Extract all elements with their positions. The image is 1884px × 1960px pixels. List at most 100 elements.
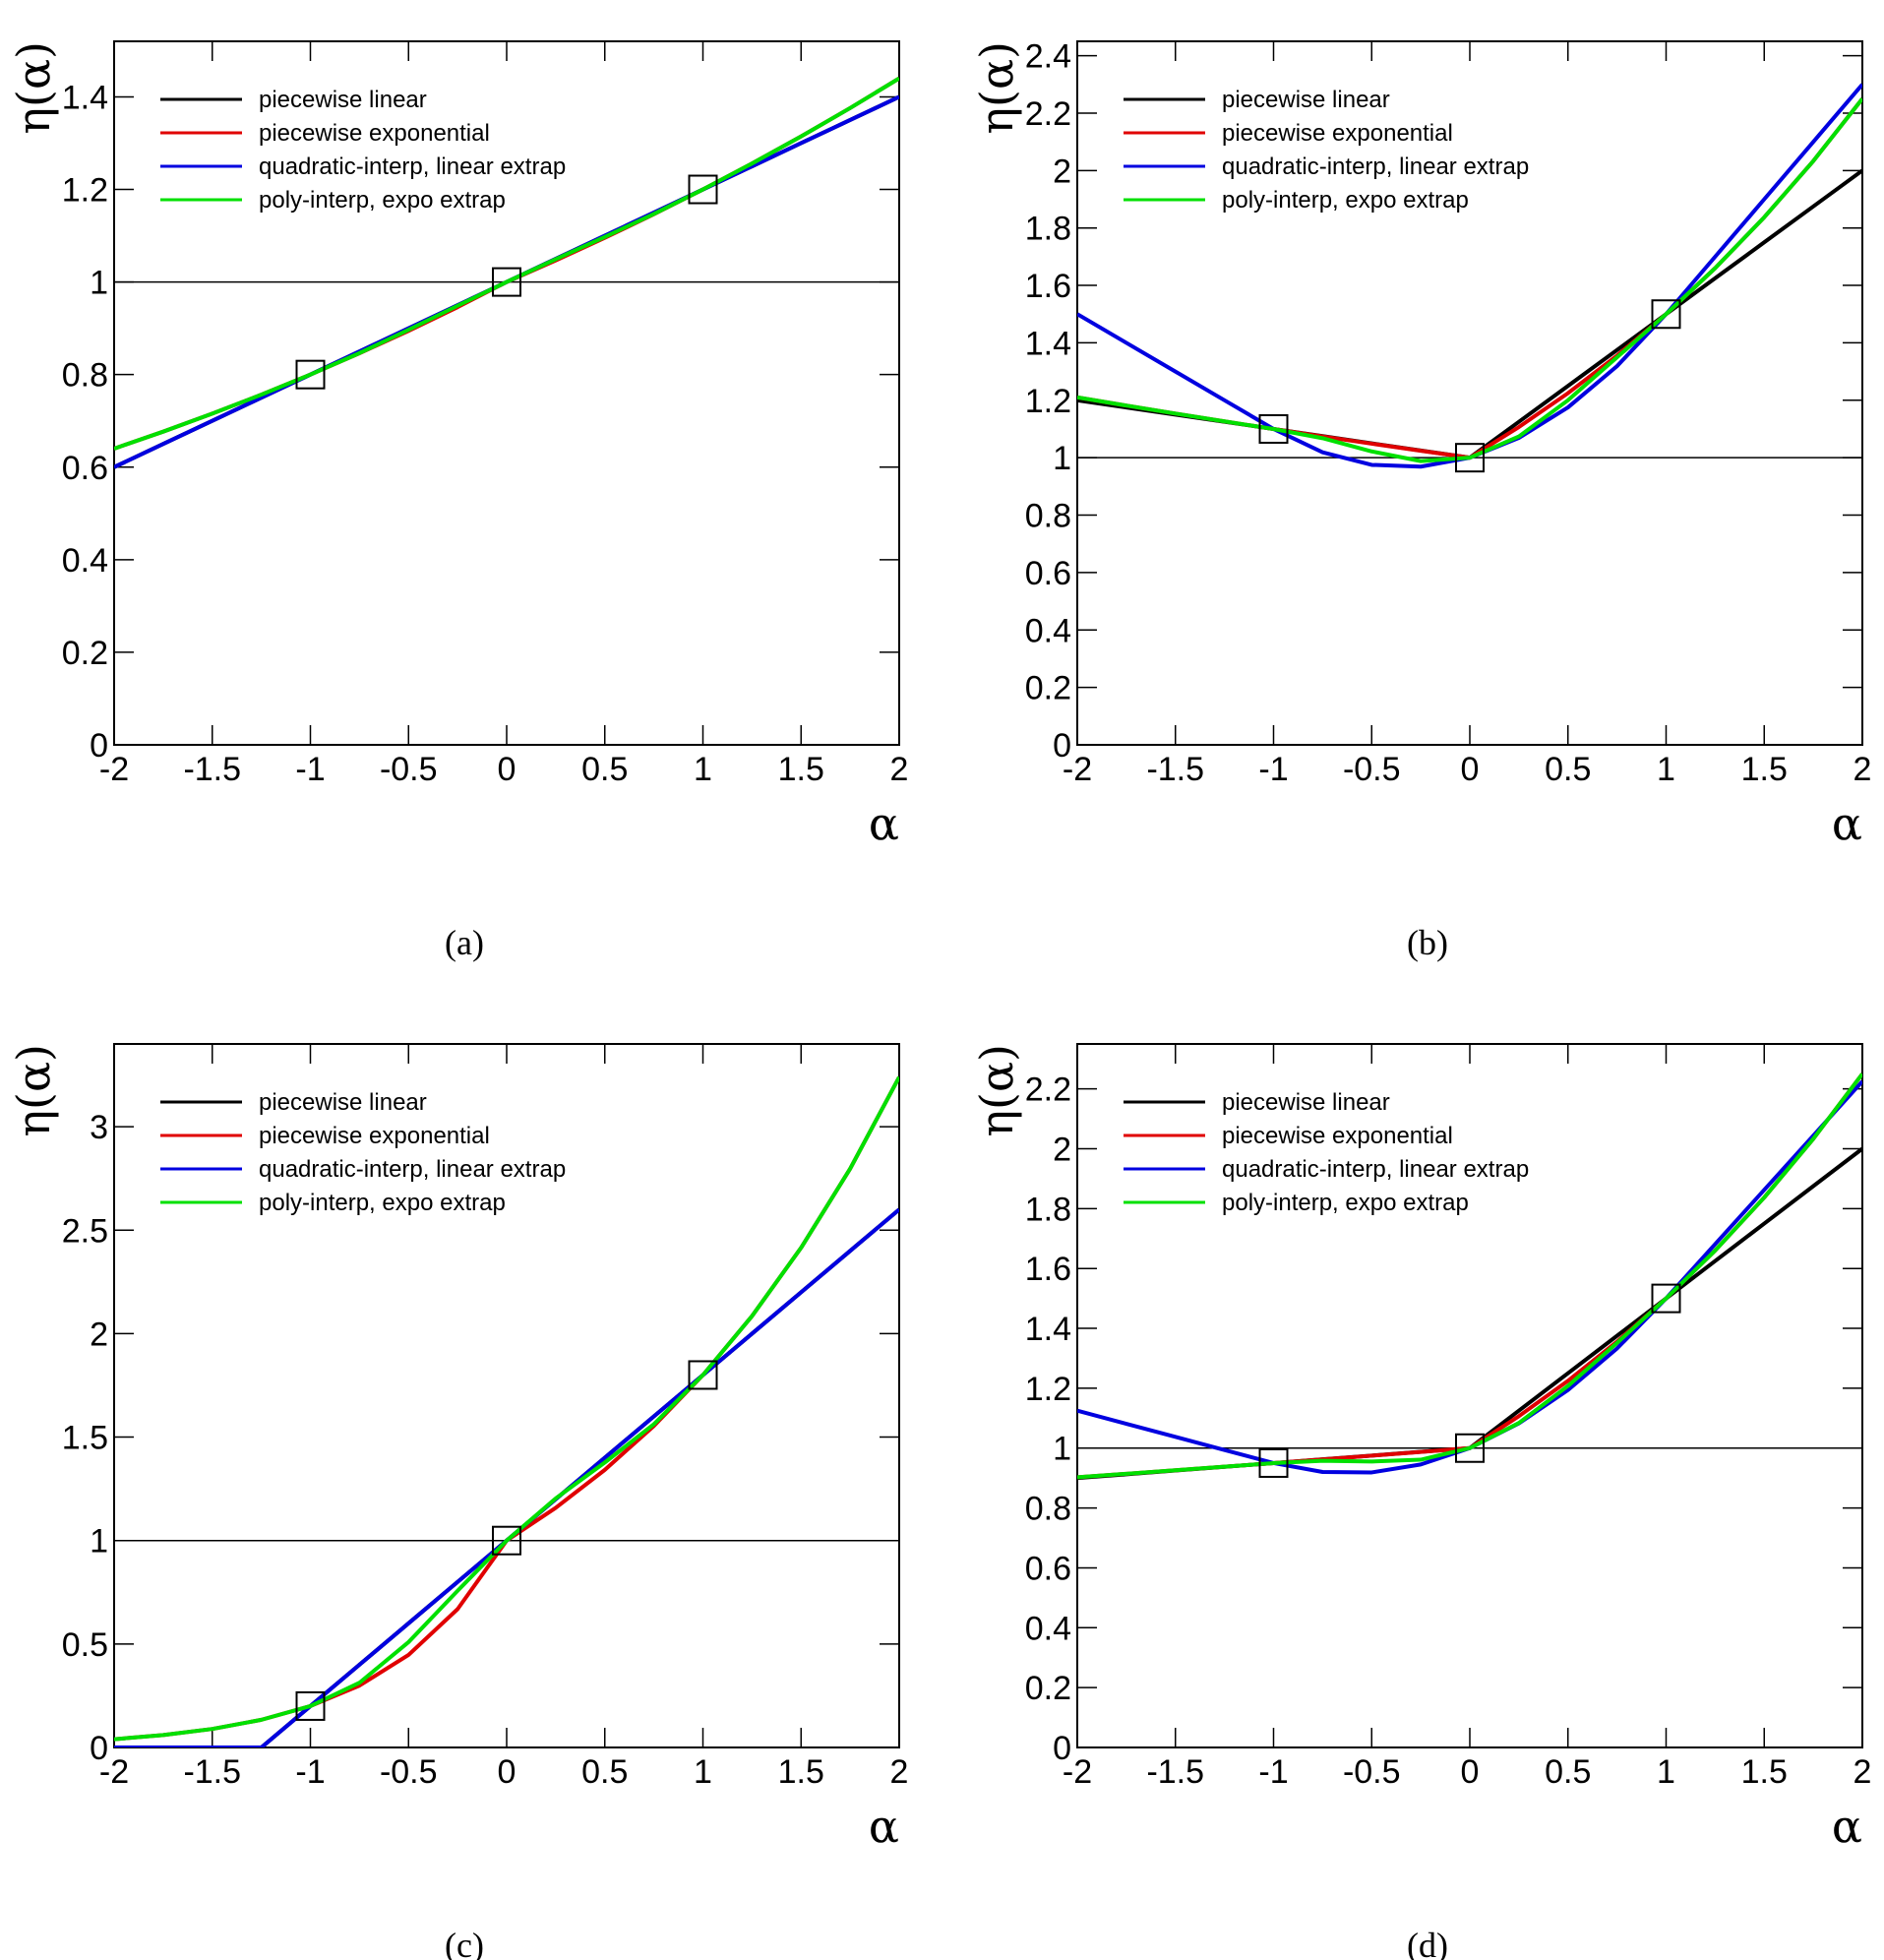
y-tick-label: 0.4 bbox=[1025, 612, 1071, 649]
x-tick-label: 0 bbox=[498, 1753, 517, 1791]
anchor-point bbox=[492, 267, 521, 297]
y-tick-label: 0.6 bbox=[1025, 1550, 1071, 1587]
y-tick-label: 0.2 bbox=[1025, 670, 1071, 707]
x-axis-title: α bbox=[1832, 1800, 1862, 1853]
x-axis-title: α bbox=[869, 1800, 899, 1853]
x-tick-label: -1.5 bbox=[183, 751, 241, 788]
legend-label: poly-interp, expo extrap bbox=[259, 1190, 506, 1216]
series-line bbox=[1077, 1079, 1862, 1475]
y-tick-label: 1.8 bbox=[1025, 211, 1071, 248]
x-tick-label: -1 bbox=[1258, 1753, 1288, 1791]
y-tick-label: 1.4 bbox=[1025, 1311, 1071, 1348]
series-line bbox=[1077, 1146, 1862, 1481]
anchor-point bbox=[1455, 1433, 1485, 1463]
y-tick-label: 2 bbox=[90, 1316, 108, 1353]
y-tick-label: 0.8 bbox=[1025, 498, 1071, 535]
legend-label: piecewise exponential bbox=[1222, 120, 1453, 147]
y-tick-label: 0.4 bbox=[1025, 1610, 1071, 1647]
y-tick-label: 0 bbox=[90, 727, 108, 765]
anchor-point bbox=[1455, 443, 1485, 473]
x-tick-label: 1.5 bbox=[778, 1753, 824, 1791]
y-tick-label: 0.8 bbox=[1025, 1491, 1071, 1528]
x-tick-label: 0 bbox=[1461, 751, 1480, 788]
series-line bbox=[114, 1075, 899, 1742]
y-tick-label: 0 bbox=[1053, 1730, 1071, 1767]
legend-label: piecewise exponential bbox=[259, 1123, 490, 1149]
series-line bbox=[1077, 168, 1862, 460]
y-tick-label: 0.2 bbox=[62, 635, 108, 672]
panel: -2 -1.5 -1 -0.5 0 0.5 1 1.5 2 0 0.2 0.4 0.6 0.8 1 1.2 1.… bbox=[970, 38, 1871, 962]
legend-label: piecewise linear bbox=[259, 1089, 427, 1116]
anchor-point bbox=[688, 174, 718, 205]
y-tick-label: 0 bbox=[1053, 727, 1071, 765]
y-tick-label: 1 bbox=[90, 265, 108, 302]
x-tick-label: 0.5 bbox=[581, 1753, 628, 1791]
x-tick-label: -1.5 bbox=[183, 1753, 241, 1791]
y-tick-label: 2.2 bbox=[1025, 1072, 1071, 1109]
legend-label: piecewise linear bbox=[1222, 87, 1390, 113]
x-tick-label: -1 bbox=[1258, 751, 1288, 788]
y-tick-label: 1.5 bbox=[62, 1420, 108, 1457]
caption: (b) bbox=[1407, 923, 1448, 962]
x-tick-label: -2 bbox=[1063, 1753, 1092, 1791]
y-tick-label: 1.2 bbox=[1025, 383, 1071, 420]
x-tick-label: 1 bbox=[1657, 751, 1675, 788]
series-line bbox=[1077, 83, 1862, 469]
x-tick-label: -1.5 bbox=[1146, 751, 1204, 788]
y-tick-label: 0.5 bbox=[62, 1626, 108, 1664]
x-tick-label: -2 bbox=[99, 751, 129, 788]
x-axis-title: α bbox=[869, 797, 899, 850]
x-tick-label: -0.5 bbox=[380, 1753, 438, 1791]
x-tick-label: 2 bbox=[890, 1753, 909, 1791]
y-tick-label: 1.8 bbox=[1025, 1191, 1071, 1228]
legend-label: poly-interp, expo extrap bbox=[1222, 1190, 1469, 1216]
x-tick-label: 0 bbox=[498, 751, 517, 788]
y-tick-label: 2 bbox=[1053, 153, 1071, 190]
legend-label: poly-interp, expo extrap bbox=[259, 187, 506, 214]
x-tick-label: 1.5 bbox=[1741, 751, 1788, 788]
anchor-point bbox=[1258, 1447, 1289, 1478]
y-tick-label: 1.4 bbox=[62, 79, 108, 116]
series-line bbox=[1077, 97, 1862, 463]
y-tick-label: 1.2 bbox=[1025, 1371, 1071, 1408]
x-tick-label: -1.5 bbox=[1146, 1753, 1204, 1791]
plot-frame bbox=[113, 40, 900, 746]
x-tick-label: 2 bbox=[1854, 1753, 1872, 1791]
x-tick-label: 1.5 bbox=[1741, 1753, 1788, 1791]
y-tick-label: 1.4 bbox=[1025, 325, 1071, 362]
y-tick-label: 2.2 bbox=[1025, 95, 1071, 133]
y-tick-label: 0.2 bbox=[1025, 1670, 1071, 1707]
legend-label: piecewise linear bbox=[259, 87, 427, 113]
y-tick-label: 1 bbox=[1053, 440, 1071, 477]
x-tick-label: 1 bbox=[1657, 1753, 1675, 1791]
anchor-point bbox=[295, 1690, 326, 1721]
legend-label: piecewise exponential bbox=[259, 120, 490, 147]
plot-frame bbox=[113, 1043, 900, 1748]
x-tick-label: -1 bbox=[295, 1753, 325, 1791]
x-tick-label: 0.5 bbox=[1545, 1753, 1591, 1791]
x-tick-label: 1.5 bbox=[778, 751, 824, 788]
legend-label: quadratic-interp, linear extrap bbox=[259, 1156, 566, 1183]
x-tick-label: -0.5 bbox=[380, 751, 438, 788]
y-tick-label: 1 bbox=[1053, 1431, 1071, 1468]
y-tick-label: 2.5 bbox=[62, 1212, 108, 1250]
anchor-point bbox=[295, 359, 326, 390]
y-tick-label: 1 bbox=[90, 1523, 108, 1561]
x-tick-label: 2 bbox=[1854, 751, 1872, 788]
x-tick-label: 2 bbox=[890, 751, 909, 788]
y-axis-title: η(α) bbox=[970, 1044, 1023, 1137]
y-axis-title: η(α) bbox=[970, 41, 1023, 135]
y-axis-title: η(α) bbox=[7, 1044, 60, 1137]
y-tick-label: 1.6 bbox=[1025, 1251, 1071, 1288]
anchor-point bbox=[688, 1360, 718, 1390]
series-line bbox=[1077, 1072, 1862, 1480]
x-tick-label: -0.5 bbox=[1343, 751, 1401, 788]
plot-frame bbox=[1076, 40, 1863, 746]
panel: -2 -1.5 -1 -0.5 0 0.5 1 1.5 2 0 0.5 1 1.5 2 2.5 3 piecew… bbox=[7, 1043, 909, 1960]
legend-label: quadratic-interp, linear extrap bbox=[259, 153, 566, 180]
anchor-point bbox=[492, 1525, 521, 1556]
series-line bbox=[114, 1207, 899, 1747]
series-line bbox=[114, 76, 899, 451]
